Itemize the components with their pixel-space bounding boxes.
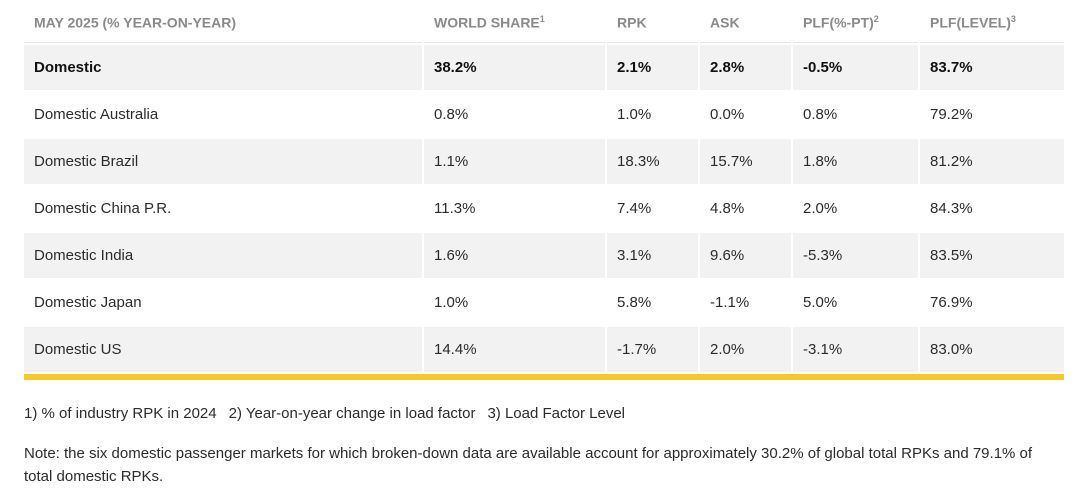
cell-plf-level: 83.5% xyxy=(920,233,1064,278)
cell-ask: 9.6% xyxy=(700,233,791,278)
table-row: Domestic China P.R. 11.3% 7.4% 4.8% 2.0%… xyxy=(24,186,1064,231)
cell-plf-pt: 1.8% xyxy=(793,139,918,184)
cell-ask: 15.7% xyxy=(700,139,791,184)
header-rpk: RPK xyxy=(607,2,698,43)
table-row: Domestic US 14.4% -1.7% 2.0% -3.1% 83.0% xyxy=(24,327,1064,372)
cell-market: Domestic xyxy=(24,45,422,90)
cell-world-share: 1.6% xyxy=(424,233,605,278)
cell-market: Domestic Brazil xyxy=(24,139,422,184)
cell-rpk: 18.3% xyxy=(607,139,698,184)
cell-ask: 4.8% xyxy=(700,186,791,231)
table-row: Domestic Brazil 1.1% 18.3% 15.7% 1.8% 81… xyxy=(24,139,1064,184)
header-plf-level: PLF(LEVEL)3 xyxy=(920,2,1064,43)
traffic-table-section: MAY 2025 (% YEAR-ON-YEAR) WORLD SHARE1 R… xyxy=(24,0,1064,488)
footnote-3: 3) Load Factor Level xyxy=(487,405,626,422)
table-row: Domestic 38.2% 2.1% 2.8% -0.5% 83.7% xyxy=(24,45,1064,90)
cell-ask: -1.1% xyxy=(700,280,791,325)
header-plf-pt: PLF(%-PT)2 xyxy=(793,2,918,43)
cell-market: Domestic India xyxy=(24,233,422,278)
table-row: Domestic Australia 0.8% 1.0% 0.0% 0.8% 7… xyxy=(24,92,1064,137)
cell-plf-pt: 0.8% xyxy=(793,92,918,137)
cell-plf-pt: 2.0% xyxy=(793,186,918,231)
table-row: Domestic Japan 1.0% 5.8% -1.1% 5.0% 76.9… xyxy=(24,280,1064,325)
cell-plf-level: 83.7% xyxy=(920,45,1064,90)
cell-world-share: 14.4% xyxy=(424,327,605,372)
cell-rpk: 3.1% xyxy=(607,233,698,278)
cell-world-share: 38.2% xyxy=(424,45,605,90)
cell-plf-level: 76.9% xyxy=(920,280,1064,325)
table-bottom-accent-bar xyxy=(24,374,1064,380)
cell-plf-pt: -5.3% xyxy=(793,233,918,278)
header-ask: ASK xyxy=(700,2,791,43)
header-period: MAY 2025 (% YEAR-ON-YEAR) xyxy=(24,2,422,43)
cell-market: Domestic US xyxy=(24,327,422,372)
table-row: Domestic India 1.6% 3.1% 9.6% -5.3% 83.5… xyxy=(24,233,1064,278)
cell-ask: 2.8% xyxy=(700,45,791,90)
cell-plf-level: 79.2% xyxy=(920,92,1064,137)
cell-plf-pt: 5.0% xyxy=(793,280,918,325)
cell-rpk: -1.7% xyxy=(607,327,698,372)
cell-plf-level: 83.0% xyxy=(920,327,1064,372)
cell-plf-pt: -3.1% xyxy=(793,327,918,372)
footnotes: 1) % of industry RPK in 2024 2) Year-on-y… xyxy=(24,404,1064,424)
cell-ask: 0.0% xyxy=(700,92,791,137)
cell-rpk: 7.4% xyxy=(607,186,698,231)
cell-ask: 2.0% xyxy=(700,327,791,372)
cell-world-share: 1.0% xyxy=(424,280,605,325)
cell-market: Domestic Japan xyxy=(24,280,422,325)
cell-rpk: 2.1% xyxy=(607,45,698,90)
cell-market: Domestic China P.R. xyxy=(24,186,422,231)
cell-world-share: 11.3% xyxy=(424,186,605,231)
header-world-share: WORLD SHARE1 xyxy=(424,2,605,43)
cell-plf-level: 84.3% xyxy=(920,186,1064,231)
cell-world-share: 1.1% xyxy=(424,139,605,184)
cell-plf-pt: -0.5% xyxy=(793,45,918,90)
cell-plf-level: 81.2% xyxy=(920,139,1064,184)
footnote-1: 1) % of industry RPK in 2024 xyxy=(24,405,217,422)
cell-market: Domestic Australia xyxy=(24,92,422,137)
cell-rpk: 1.0% xyxy=(607,92,698,137)
domestic-markets-table: MAY 2025 (% YEAR-ON-YEAR) WORLD SHARE1 R… xyxy=(22,0,1066,374)
cell-rpk: 5.8% xyxy=(607,280,698,325)
cell-world-share: 0.8% xyxy=(424,92,605,137)
table-header-row: MAY 2025 (% YEAR-ON-YEAR) WORLD SHARE1 R… xyxy=(24,2,1064,43)
coverage-note: Note: the six domestic passenger markets… xyxy=(24,445,1033,485)
footnote-2: 2) Year-on-year change in load factor xyxy=(228,405,476,422)
